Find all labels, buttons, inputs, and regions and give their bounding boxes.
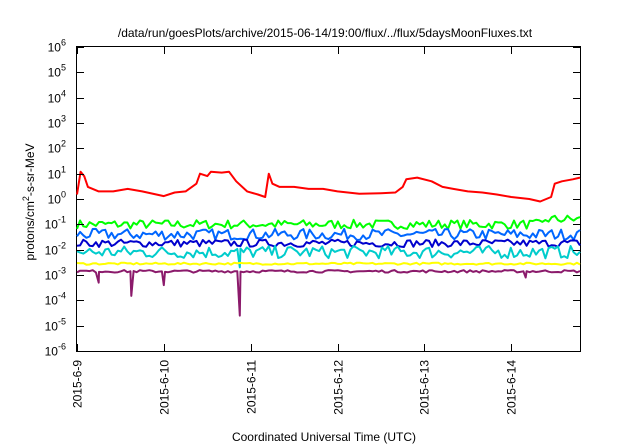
x-tick-label: 2015-6-9 [71,360,85,408]
y-tick-label: 103 [48,114,66,131]
x-tick-label: 2015-6-14 [505,360,519,415]
x-tick-label: 2015-6-13 [418,360,432,415]
x-tick-label: 2015-6-10 [158,360,172,415]
series-line [76,244,581,269]
series-line [76,238,581,248]
series-line [76,269,581,317]
series-line [76,170,581,203]
y-axis-label: protons/cm2-s-sr-MeV [21,143,37,260]
plot-frame [76,46,581,352]
y-tick-label: 106 [48,38,66,55]
y-tick-label: 102 [48,139,66,156]
y-tick-label: 10-6 [45,342,66,359]
series-line [76,261,581,266]
y-tick-label: 10-3 [45,266,66,283]
y-tick-label: 10-5 [45,317,66,334]
y-tick-label: 105 [48,63,66,80]
series-line [76,214,581,230]
x-tick-label: 2015-6-11 [245,360,259,414]
y-tick-label: 10-2 [45,241,66,258]
chart-title: /data/run/goesPlots/archive/2015-06-14/1… [118,26,533,40]
y-tick-label: 101 [48,165,66,182]
series-line [76,227,581,241]
y-tick-label: 10-4 [45,291,66,308]
y-tick-label: 10-1 [45,215,66,232]
x-axis-label: Coordinated Universal Time (UTC) [232,430,416,444]
series-layer [76,170,581,317]
y-tick-label: 100 [48,190,66,207]
y-tick-label: 104 [48,89,66,106]
y-axis: 10-6 10-5 10-4 10-3 10-2 10-1 100 101 102 103 104 1… [45,38,580,359]
x-tick-label: 2015-6-12 [332,360,346,415]
x-axis: 2015-6-9 2015-6-10 2015-6-11 2015-6-12 2015-… [71,47,519,415]
